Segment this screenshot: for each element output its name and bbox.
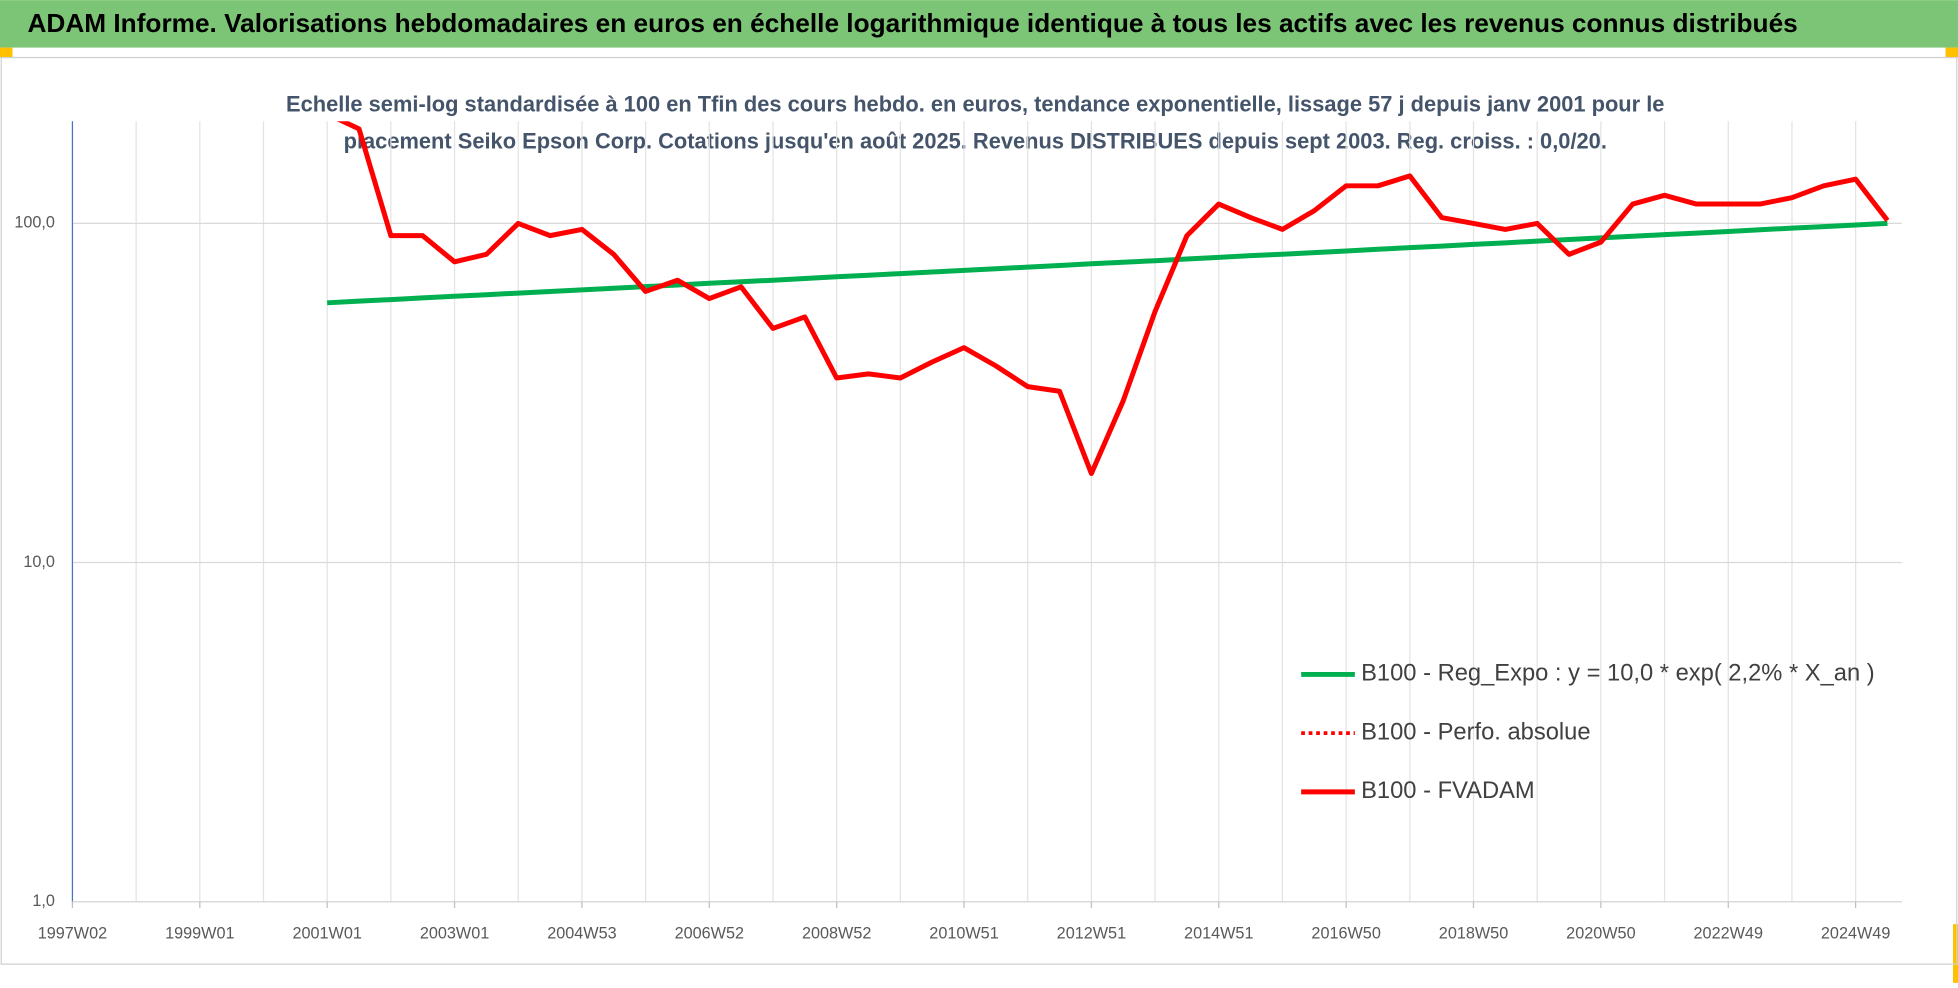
- legend-label: B100 - FVADAM: [1361, 778, 1535, 804]
- x-tick-label: 2001W01: [292, 924, 361, 942]
- chart-title-box: Echelle semi-log standardisée à 100 en T…: [286, 91, 1665, 154]
- y-tick-label: 1,0: [32, 892, 55, 910]
- x-tick-label: 2016W50: [1311, 924, 1380, 942]
- y-tick-label: 100,0: [14, 214, 55, 232]
- x-tick-label: 2008W52: [802, 924, 871, 942]
- x-tick-label: 2014W51: [1184, 924, 1253, 942]
- corner: [1945, 47, 1958, 58]
- x-tick-label: 2010W51: [929, 924, 998, 942]
- frame: [0, 56, 1958, 965]
- series-line: [336, 121, 1890, 477]
- header-title: ADAM Informe. Valorisations hebdomadaire…: [27, 8, 1797, 38]
- chart-title: Echelle semi-log standardisée à 100 en T…: [286, 91, 1665, 154]
- x-tick-label: 2024W49: [1821, 924, 1890, 942]
- x-tick-label: 2004W53: [547, 924, 616, 942]
- legend-label: B100 - Perfo. absolue: [1361, 719, 1590, 745]
- x-tick-label: 2022W49: [1694, 924, 1763, 942]
- corner: [1953, 924, 1958, 983]
- header-bar: [0, 0, 1958, 48]
- series-line: [327, 220, 1888, 306]
- x-tick-label: 2018W50: [1439, 924, 1508, 942]
- corner: [0, 47, 13, 58]
- x-tick-label: 2012W51: [1057, 924, 1126, 942]
- y-tick-label: 10,0: [23, 553, 55, 571]
- x-tick-label: 2006W52: [675, 924, 744, 942]
- x-tick-label: 1997W02: [38, 924, 107, 942]
- plot: [327, 121, 1890, 477]
- x-tick-label: 2003W01: [420, 924, 489, 942]
- x-tick-label: 2020W50: [1566, 924, 1635, 942]
- legend-label: B100 - Reg_Expo : y = 10,0 * exp( 2,2% *…: [1361, 661, 1875, 687]
- x-tick-label: 1999W01: [165, 924, 234, 942]
